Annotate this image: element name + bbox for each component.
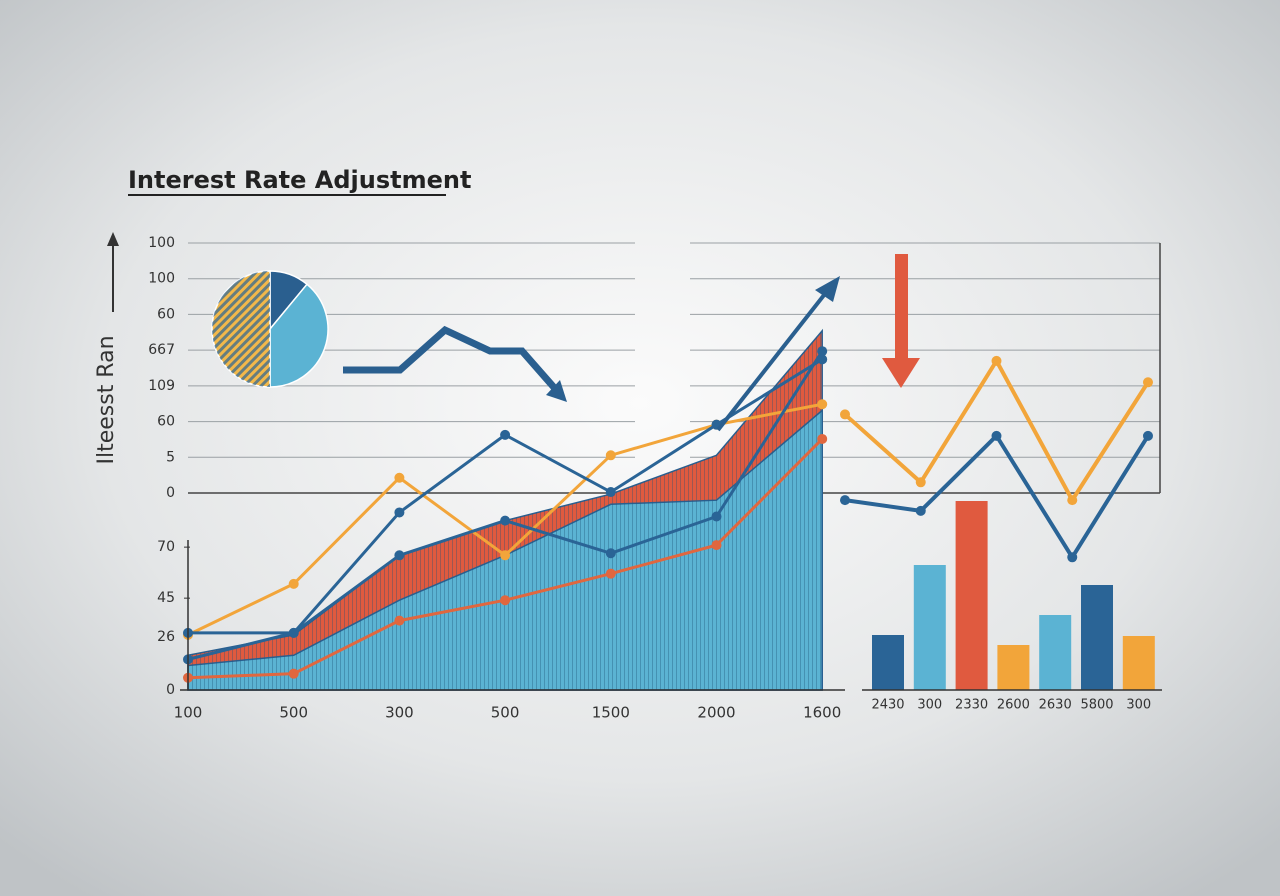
slice-hatch (212, 271, 270, 387)
bar (913, 565, 946, 690)
point (817, 346, 828, 357)
bar (1039, 615, 1072, 690)
point (605, 487, 616, 498)
y-tick-label: 100 (148, 271, 175, 287)
x-tick-label: 2630 (1039, 698, 1072, 713)
y-tick-label: 0 (166, 682, 175, 698)
y-tick-label: 26 (157, 629, 175, 645)
point (394, 550, 405, 561)
point (500, 595, 511, 606)
point (991, 430, 1002, 441)
y-axis-label: Ilteesst Ran (94, 335, 119, 464)
x-tick-label: 300 (385, 704, 414, 722)
x-tick-label: 500 (491, 704, 520, 722)
y-tick-label: 70 (157, 539, 175, 555)
x-tick-label: 2330 (955, 698, 988, 713)
point (500, 515, 511, 526)
point (817, 399, 828, 410)
point (1143, 377, 1153, 388)
x-tick-label: 5800 (1080, 698, 1113, 713)
bar (955, 501, 988, 690)
bar (872, 635, 904, 690)
point (711, 540, 722, 551)
y-tick-label: 45 (157, 590, 175, 606)
bar (1081, 585, 1113, 690)
chart-title: Interest Rate Adjustment (128, 166, 471, 194)
x-tick-label: 1600 (803, 704, 841, 722)
point (605, 450, 616, 461)
x-tick-label: 100 (174, 704, 203, 722)
trend-arrow-head (815, 276, 840, 302)
x-tick-label: 2000 (697, 704, 735, 722)
y-tick-label: 100 (148, 235, 175, 251)
point (840, 409, 850, 420)
x-tick-label: 2600 (997, 698, 1030, 713)
x-tick-label: 300 (1126, 698, 1151, 713)
point (1067, 552, 1078, 563)
y-tick-label: 667 (148, 342, 175, 358)
point (711, 511, 722, 522)
point (915, 477, 926, 488)
point (991, 355, 1002, 366)
trend-arrow-head (546, 380, 567, 402)
point (288, 627, 299, 638)
trend-arrow (343, 325, 561, 395)
bar (997, 645, 1030, 690)
y-tick-label: 60 (157, 306, 175, 322)
down-arrow (895, 254, 908, 359)
bar (1122, 636, 1155, 690)
point (840, 495, 850, 506)
y-tick-label: 5 (166, 449, 175, 465)
point (500, 429, 511, 440)
point (288, 668, 299, 679)
down-arrow-head (882, 358, 920, 388)
point (500, 550, 511, 561)
point (1143, 430, 1153, 441)
point (394, 615, 405, 626)
point (605, 568, 616, 579)
point (288, 578, 299, 589)
point (817, 354, 828, 365)
y-tick-label: 109 (148, 378, 175, 394)
point (394, 507, 405, 518)
y-tick-label: 60 (157, 414, 175, 430)
trend-arrow (716, 288, 830, 432)
point (915, 505, 926, 516)
point (1067, 495, 1078, 506)
point (605, 548, 616, 559)
x-tick-label: 300 (917, 698, 942, 713)
axis-arrow-head (107, 232, 119, 246)
x-tick-label: 2430 (871, 698, 904, 713)
plot: 0 5 60 109 667 60 100 100 0 26 45 70 100 500 300 500 150… (148, 235, 1162, 722)
x-tick-label: 1500 (592, 704, 630, 722)
x-tick-label: 500 (279, 704, 308, 722)
pie-slice (269, 283, 329, 388)
point (394, 472, 405, 483)
y-tick-label: 0 (166, 485, 175, 501)
area-texture (188, 410, 823, 690)
point (817, 433, 828, 444)
